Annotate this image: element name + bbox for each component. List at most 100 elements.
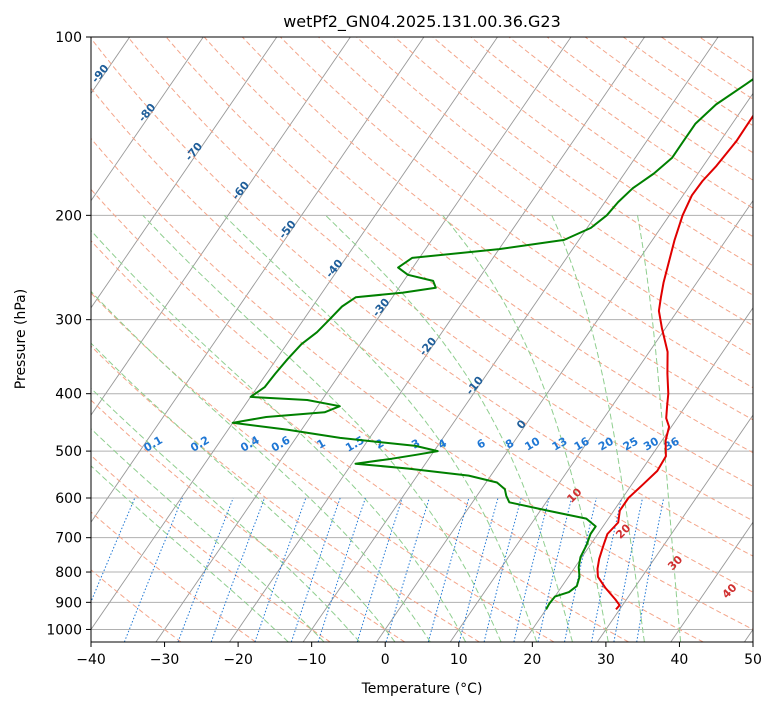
mixing-ratio-line	[254, 497, 307, 642]
mixing-ratio-label: 6	[475, 436, 488, 451]
y-axis-title: Pressure (hPa)	[13, 289, 29, 389]
mixing-ratio-label: 8	[503, 437, 516, 452]
dry-adiabat	[432, 37, 753, 267]
dry-adiabat	[91, 37, 753, 557]
moist-adiabat	[91, 342, 396, 642]
mixing-ratio-line	[483, 497, 522, 642]
moist-adiabat	[637, 215, 682, 642]
background-lines	[91, 37, 753, 642]
mixing-ratio-line	[427, 497, 470, 642]
mixing-ratio-line	[91, 497, 136, 603]
y-tick-label: 300	[55, 313, 82, 329]
mixing-ratio-line	[591, 497, 623, 642]
mixing-ratio-line	[636, 497, 665, 642]
isotherm-line	[91, 37, 498, 631]
wetbulb-label: -80	[136, 101, 159, 125]
wetbulb-label: -90	[89, 62, 112, 86]
isotherm-line	[376, 92, 753, 642]
dry-adiabat	[241, 37, 753, 421]
temperature-series-line	[596, 114, 753, 611]
wetbulb-label: -20	[417, 335, 440, 359]
dry-adiabat	[91, 292, 555, 642]
isotherm-line	[523, 307, 753, 642]
mixing-ratio-line	[177, 497, 234, 642]
x-tick-label: −10	[297, 652, 327, 668]
moist-adiabat	[91, 465, 289, 642]
plot-frame	[90, 36, 754, 643]
wetbulb-label: -50	[276, 218, 299, 242]
x-axis-title: Temperature (°C)	[361, 681, 483, 697]
dry-adiabat	[91, 454, 331, 642]
wetbulb-label: -70	[183, 140, 206, 164]
dry-adiabat	[661, 37, 753, 100]
x-tick-label: 0	[381, 652, 390, 668]
mixing-ratio-label: 2	[373, 437, 386, 452]
moist-adiabat	[223, 214, 538, 642]
dry-adiabat	[394, 37, 753, 296]
axes: −40 −30 −20 −10 0 10 20 30 40 5010020030040050060…	[46, 30, 762, 668]
moist-adiabat	[325, 214, 573, 642]
mixing-ratio-label: 3	[409, 437, 422, 452]
isotherm-line	[91, 37, 278, 309]
x-tick-label: 10	[450, 652, 468, 668]
dry-adiabat	[91, 399, 406, 642]
mixing-ratio-line	[123, 497, 183, 642]
dry-adiabat	[546, 37, 753, 181]
mixing-ratio-line	[537, 497, 573, 642]
isotherm-line	[670, 521, 753, 642]
isotherm-line	[91, 37, 351, 416]
y-tick-label: 400	[55, 387, 82, 403]
x-tick-label: 40	[671, 652, 689, 668]
y-tick-label: 600	[55, 491, 82, 507]
dry-adiabat	[280, 37, 753, 389]
mixing-ratio-line	[385, 497, 430, 642]
x-tick-label: −40	[76, 652, 106, 668]
x-tick-label: 20	[523, 652, 541, 668]
wetbulb-label: -60	[229, 179, 252, 203]
line-labels: 0.1 0.2 0.4 0.6 1 1.5 2 3 4 6 8 10 13 16 20 25 30 36-100-…	[89, 62, 740, 601]
y-tick-label: 1000	[46, 622, 82, 638]
dewpoint-series-line	[231, 78, 753, 610]
mixing-ratio-line	[290, 497, 341, 642]
moist-adiabat	[442, 214, 609, 642]
dry-adiabat	[584, 37, 753, 154]
isotherm-line	[91, 37, 425, 523]
chart-title: wetPf2_GN04.2025.131.00.36.G23	[283, 12, 561, 32]
mixing-ratio-line	[210, 497, 265, 642]
x-tick-label: 50	[744, 652, 762, 668]
mixing-ratio-line	[317, 497, 366, 642]
dry-adiabat	[623, 37, 753, 127]
wetbulb-label: 0	[514, 417, 529, 431]
dry-adiabat	[91, 188, 704, 642]
dry-adiabat	[699, 37, 753, 74]
dry-adiabat	[470, 37, 753, 238]
mixing-ratio-label: 4	[436, 436, 449, 451]
y-tick-label: 700	[55, 531, 82, 547]
dry-adiabat	[91, 511, 256, 642]
wetbulb-label: -40	[323, 257, 346, 281]
x-tick-label: 30	[597, 652, 615, 668]
y-tick-label: 200	[55, 208, 82, 224]
dry-adiabat	[318, 37, 753, 357]
dry-adiabat	[165, 37, 753, 487]
y-tick-label: 800	[55, 565, 82, 581]
mixing-ratio-line	[564, 497, 597, 642]
dry-adiabat	[127, 37, 753, 522]
dry-adiabat	[508, 37, 753, 209]
x-tick-label: −20	[223, 652, 253, 668]
isotherm-line	[744, 628, 753, 642]
mixing-ratio-line	[356, 497, 403, 642]
y-tick-label: 900	[55, 595, 82, 611]
isotherm-line	[155, 37, 572, 642]
moist-adiabat	[91, 387, 360, 642]
moist-adiabat	[551, 215, 645, 642]
mixing-ratio-line	[513, 497, 550, 642]
isotherm-line	[91, 37, 204, 202]
dry-adiabat	[91, 137, 753, 630]
isotherm-line	[449, 199, 753, 642]
isotherm-line	[229, 37, 645, 642]
moist-adiabat	[91, 290, 431, 642]
isotherm-line	[596, 414, 753, 642]
dry-adiabat	[203, 37, 753, 454]
